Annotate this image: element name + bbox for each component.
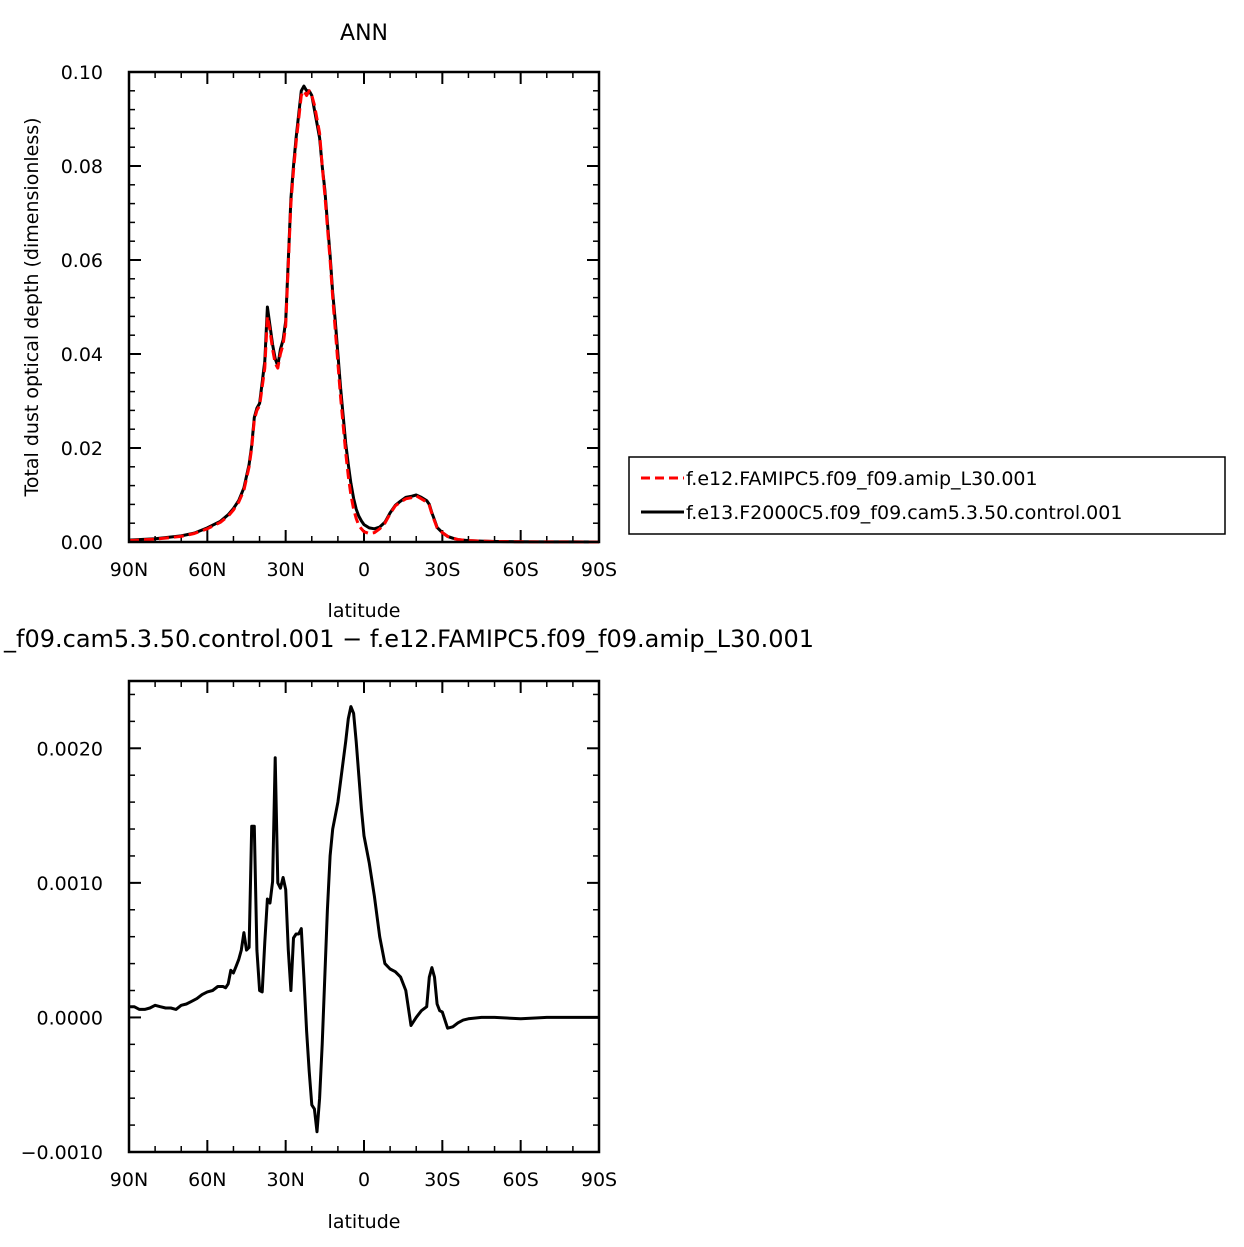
bottom-plot-frame [127, 679, 601, 1154]
top-x-tick-label: 0 [358, 559, 370, 581]
top-y-tick-label: 0.04 [61, 344, 103, 366]
top-title: ANN [340, 21, 388, 46]
bottom-x-axis-label: latitude [328, 1211, 401, 1233]
legend-label-amip: f.e12.FAMIPC5.f09_f09.amip_L30.001 [686, 468, 1038, 490]
top-x-axis-label: latitude [328, 600, 401, 622]
top-y-tick-label: 0.02 [61, 438, 103, 460]
bottom-y-tick-label: 0.0010 [37, 873, 103, 895]
bottom-series-line-0 [129, 705, 599, 1134]
top-x-tick-label: 60N [188, 559, 226, 581]
top-y-tick-label: 0.00 [61, 532, 103, 554]
bottom-plot-area: 90N 60N 30N 0 30S 60S 90S −0.0010 0.0000 0.0010 0.… [21, 681, 617, 1191]
bottom-panel: _f09.cam5.3.50.control.001 − f.e12.FAMIP… [3, 625, 814, 1233]
top-plot-area: 90N 60N 30N 0 30S 60S 90S 0.00 0.02 0.04 0.06 0.08 0… [61, 62, 617, 581]
bottom-x-tick-label: 60N [188, 1169, 226, 1191]
bottom-y-tick-label: 0.0020 [37, 738, 103, 760]
top-x-tick-label: 90S [581, 559, 617, 581]
top-x-tick-label: 30N [266, 559, 304, 581]
top-y-axis-label: Total dust optical depth (dimensionless) [21, 117, 43, 497]
top-x-tick-label: 60S [503, 559, 539, 581]
top-x-tick-label: 90N [110, 559, 148, 581]
legend-label-control: f.e13.F2000C5.f09_f09.cam5.3.50.control.… [686, 502, 1122, 524]
bottom-x-tick-label: 30N [266, 1169, 304, 1191]
legend-box [628, 456, 1226, 535]
bottom-x-tick-label: 60S [503, 1169, 539, 1191]
legend: f.e12.FAMIPC5.f09_f09.amip_L30.001 f.e13… [628, 456, 1226, 535]
top-y-tick-label: 0.08 [61, 156, 103, 178]
bottom-x-tick-label: 0 [358, 1169, 370, 1191]
bottom-y-tick-label: −0.0010 [21, 1142, 103, 1164]
bottom-y-tick-label: 0.0000 [37, 1007, 103, 1029]
bottom-x-tick-label: 30S [424, 1169, 460, 1191]
top-x-tick-label: 30S [424, 559, 460, 581]
top-series-line-0 [128, 89, 600, 544]
bottom-title: _f09.cam5.3.50.control.001 − f.e12.FAMIP… [3, 625, 814, 653]
top-plot-frame [127, 70, 601, 544]
top-series-line-1 [128, 84, 600, 544]
bottom-x-tick-label: 90N [110, 1169, 148, 1191]
top-panel: ANN Total dust optical depth (dimensionl… [21, 21, 617, 622]
bottom-x-tick-label: 90S [581, 1169, 617, 1191]
top-y-tick-label: 0.06 [61, 250, 103, 272]
top-y-tick-label: 0.10 [61, 62, 103, 84]
